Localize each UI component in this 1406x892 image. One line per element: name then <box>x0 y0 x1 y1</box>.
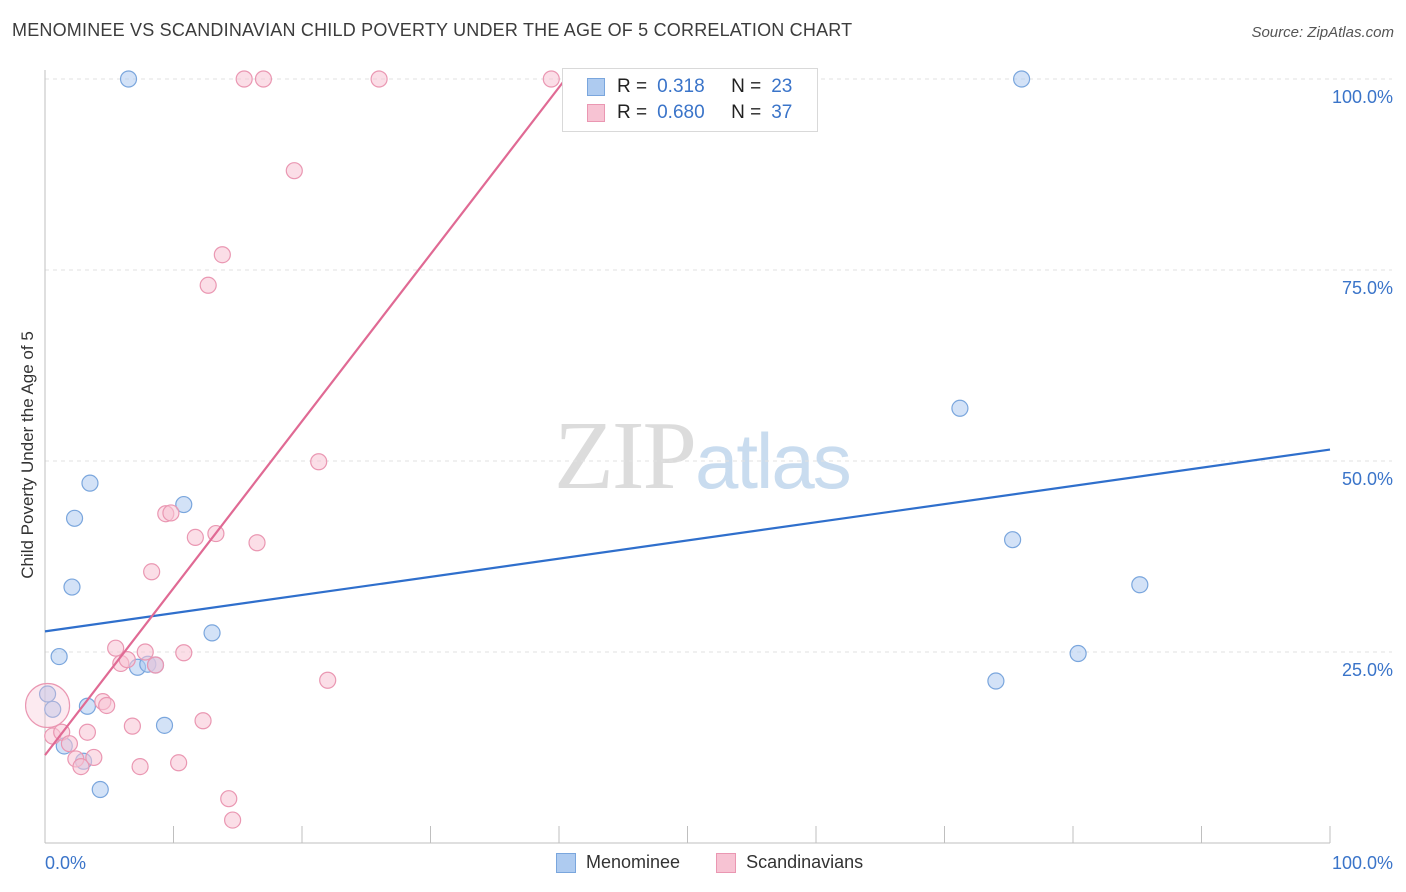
scandinavian-point <box>235 70 253 88</box>
scandinavian-point <box>213 246 231 264</box>
scandinavian-point <box>123 717 141 735</box>
y-tick-label: 25.0% <box>1342 660 1393 680</box>
watermark: ZIPatlas <box>554 398 852 512</box>
legend-r-value: 0.318 <box>657 76 705 97</box>
x-tick-label-start: 0.0% <box>45 853 86 873</box>
scandinavian-point <box>220 790 238 808</box>
legend-r-label: R = <box>617 102 648 123</box>
scandinavian-point <box>85 748 103 767</box>
scandinavian-point <box>60 735 79 753</box>
y-tick-label: 75.0% <box>1342 278 1393 298</box>
menominee-legend-label: Menominee <box>586 852 681 872</box>
scandinavian-point <box>285 162 303 180</box>
menominee-point <box>1131 576 1149 594</box>
scandinavian-point <box>248 534 266 552</box>
scandinavian-point <box>194 712 212 730</box>
scandinavian-point <box>199 276 217 294</box>
menominee-point <box>155 716 174 734</box>
scandinavian-point <box>224 811 242 829</box>
x-tick-label-end: 100.0% <box>1332 853 1393 873</box>
scandinavians-legend-swatch <box>716 852 737 873</box>
scandinavian-point <box>72 757 90 776</box>
scandinavian-point <box>175 644 193 662</box>
menominee-point <box>1012 70 1031 88</box>
scandinavian-point <box>146 656 165 674</box>
scandinavian-point <box>98 696 116 715</box>
scandinavian-point <box>131 757 149 776</box>
scandinavian-point <box>143 563 161 581</box>
legend-n-label: N = <box>731 102 762 123</box>
scandinavian-point <box>170 754 188 772</box>
menominee-point <box>951 399 969 417</box>
scandinavians-swatch <box>587 104 605 122</box>
source-credit: Source: ZipAtlas.com <box>1251 24 1394 41</box>
menominee-point <box>1069 644 1087 663</box>
scandinavian-point <box>107 639 125 657</box>
menominee-point <box>65 509 84 527</box>
scandinavian-point <box>24 682 71 729</box>
y-tick-label: 100.0% <box>1332 87 1393 107</box>
legend-row-menominee: R = 0.318 N = 23 <box>587 76 792 98</box>
stats-legend: R = 0.318 N = 23 R = 0.680 N = 37 <box>562 68 818 132</box>
scandinavian-trend-line <box>44 78 567 756</box>
chart-title: MENOMINEE VS SCANDINAVIAN CHILD POVERTY … <box>12 20 853 40</box>
legend-row-scandinavians: R = 0.680 N = 37 <box>587 102 792 124</box>
menominee-point <box>44 700 62 718</box>
scandinavian-point <box>162 504 180 522</box>
menominee-trend-line <box>44 448 1331 633</box>
menominee-point <box>119 70 138 88</box>
menominee-point <box>81 474 99 492</box>
menominee-swatch <box>587 78 605 96</box>
legend-r-label: R = <box>617 76 648 97</box>
menominee-point <box>987 672 1005 690</box>
menominee-legend-swatch <box>556 852 576 873</box>
menominee-point <box>203 624 221 642</box>
menominee-point <box>63 578 81 596</box>
watermark-zip: ZIP <box>554 402 697 510</box>
legend-n-label: N = <box>731 76 762 97</box>
menominee-point <box>91 780 109 799</box>
scandinavian-point <box>310 453 328 471</box>
scandinavian-point <box>542 70 560 88</box>
menominee-point <box>38 685 57 703</box>
scandinavian-point <box>254 70 273 88</box>
scandinavian-point <box>186 528 204 547</box>
menominee-point <box>1004 531 1022 549</box>
legend-n-value: 23 <box>771 76 793 97</box>
menominee-point <box>175 495 193 514</box>
legend-n-value: 37 <box>771 102 793 123</box>
scandinavian-point <box>319 671 337 689</box>
legend-r-value: 0.680 <box>657 102 705 123</box>
scandinavian-point <box>136 643 154 661</box>
menominee-point <box>50 647 68 666</box>
scandinavian-point <box>78 723 97 741</box>
series-legend: Menominee Scandinavians <box>556 852 863 873</box>
scandinavians-legend-label: Scandinavians <box>746 852 864 872</box>
y-tick-label: 50.0% <box>1342 469 1393 489</box>
scandinavian-point <box>370 70 388 88</box>
